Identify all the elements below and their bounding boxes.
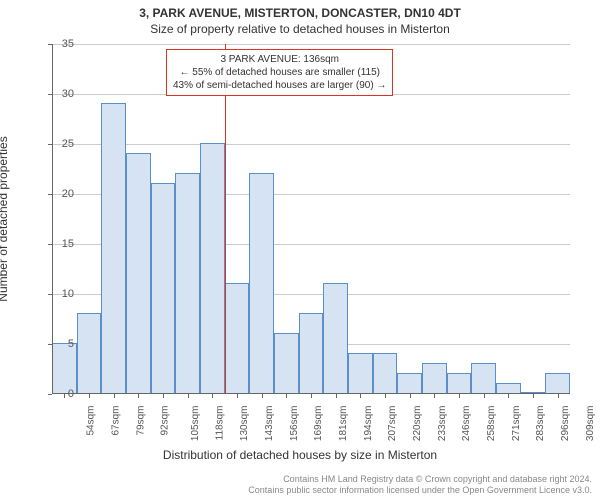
- annotation-line2: ← 55% of detached houses are smaller (11…: [173, 66, 386, 79]
- xtick-mark: [533, 394, 534, 398]
- marker-line: [225, 44, 226, 394]
- ytick-label: 20: [54, 188, 74, 200]
- histogram-bar: [323, 283, 348, 393]
- xtick-label: 283sqm: [535, 406, 546, 442]
- xtick-label: 105sqm: [190, 406, 201, 442]
- xtick-label: 233sqm: [437, 406, 448, 442]
- xtick-mark: [484, 394, 485, 398]
- xtick-mark: [138, 394, 139, 398]
- ytick-label: 30: [54, 88, 74, 100]
- y-axis-line: [52, 44, 53, 394]
- ytick-label: 35: [54, 38, 74, 50]
- histogram-bar: [545, 373, 570, 393]
- page-subtitle: Size of property relative to detached ho…: [0, 20, 600, 36]
- ytick-label: 15: [54, 238, 74, 250]
- annotation-box: 3 PARK AVENUE: 136sqm ← 55% of detached …: [166, 49, 393, 96]
- footer-line1: Contains HM Land Registry data © Crown c…: [248, 474, 592, 485]
- xtick-mark: [508, 394, 509, 398]
- xtick-label: 246sqm: [461, 406, 472, 442]
- xtick-label: 194sqm: [363, 406, 374, 442]
- xtick-label: 220sqm: [412, 406, 423, 442]
- xtick-mark: [237, 394, 238, 398]
- histogram-bar: [496, 383, 521, 393]
- xtick-mark: [459, 394, 460, 398]
- x-axis-label: Distribution of detached houses by size …: [0, 448, 600, 462]
- xtick-mark: [558, 394, 559, 398]
- ytick-label: 5: [54, 338, 74, 350]
- histogram-bar: [274, 333, 299, 393]
- xtick-mark: [89, 394, 90, 398]
- xtick-label: 79sqm: [135, 406, 146, 436]
- histogram-bar: [52, 343, 77, 393]
- xtick-mark: [262, 394, 263, 398]
- page-title: 3, PARK AVENUE, MISTERTON, DONCASTER, DN…: [0, 0, 600, 20]
- y-axis-label: Number of detached properties: [0, 136, 10, 301]
- footer-line2: Contains public sector information licen…: [248, 485, 592, 496]
- histogram-bar: [397, 373, 422, 393]
- ytick-mark: [48, 394, 52, 395]
- annotation-line3: 43% of semi-detached houses are larger (…: [173, 79, 386, 92]
- xtick-label: 118sqm: [214, 406, 225, 441]
- xtick-mark: [163, 394, 164, 398]
- xtick-label: 181sqm: [338, 406, 349, 442]
- xtick-label: 309sqm: [585, 406, 596, 442]
- xtick-mark: [311, 394, 312, 398]
- gridline: [52, 144, 570, 145]
- ytick-label: 25: [54, 138, 74, 150]
- histogram-bar: [175, 173, 200, 393]
- gridline: [52, 44, 570, 45]
- xtick-label: 156sqm: [289, 406, 300, 442]
- xtick-mark: [114, 394, 115, 398]
- chart-container: 3, PARK AVENUE, MISTERTON, DONCASTER, DN…: [0, 0, 600, 500]
- footer-attribution: Contains HM Land Registry data © Crown c…: [248, 474, 592, 497]
- xtick-mark: [360, 394, 361, 398]
- histogram-bar: [422, 363, 447, 393]
- xtick-label: 130sqm: [239, 406, 250, 442]
- xtick-label: 143sqm: [264, 406, 275, 442]
- xtick-mark: [385, 394, 386, 398]
- histogram-bar: [77, 313, 102, 393]
- xtick-label: 271sqm: [511, 406, 522, 442]
- xtick-mark: [188, 394, 189, 398]
- xtick-label: 169sqm: [313, 406, 324, 442]
- histogram-bar: [101, 103, 126, 393]
- histogram-bar: [225, 283, 250, 393]
- chart-area: 54sqm67sqm79sqm92sqm105sqm118sqm130sqm14…: [52, 44, 570, 394]
- histogram-bar: [299, 313, 324, 393]
- xtick-label: 92sqm: [160, 406, 171, 436]
- ytick-label: 0: [54, 388, 74, 400]
- plot-region: 54sqm67sqm79sqm92sqm105sqm118sqm130sqm14…: [52, 44, 570, 394]
- histogram-bar: [373, 353, 398, 393]
- xtick-label: 258sqm: [486, 406, 497, 442]
- xtick-label: 296sqm: [560, 406, 571, 442]
- xtick-mark: [336, 394, 337, 398]
- xtick-label: 207sqm: [387, 406, 398, 442]
- histogram-bar: [126, 153, 151, 393]
- xtick-mark: [286, 394, 287, 398]
- xtick-mark: [410, 394, 411, 398]
- histogram-bar: [471, 363, 496, 393]
- ytick-label: 10: [54, 288, 74, 300]
- histogram-bar: [200, 143, 225, 393]
- histogram-bar: [447, 373, 472, 393]
- annotation-line1: 3 PARK AVENUE: 136sqm: [173, 53, 386, 66]
- histogram-bar: [348, 353, 373, 393]
- histogram-bar: [151, 183, 176, 393]
- x-axis-line: [52, 393, 570, 394]
- xtick-label: 67sqm: [111, 406, 122, 436]
- xtick-mark: [212, 394, 213, 398]
- xtick-label: 54sqm: [86, 406, 97, 436]
- xtick-mark: [434, 394, 435, 398]
- histogram-bar: [249, 173, 274, 393]
